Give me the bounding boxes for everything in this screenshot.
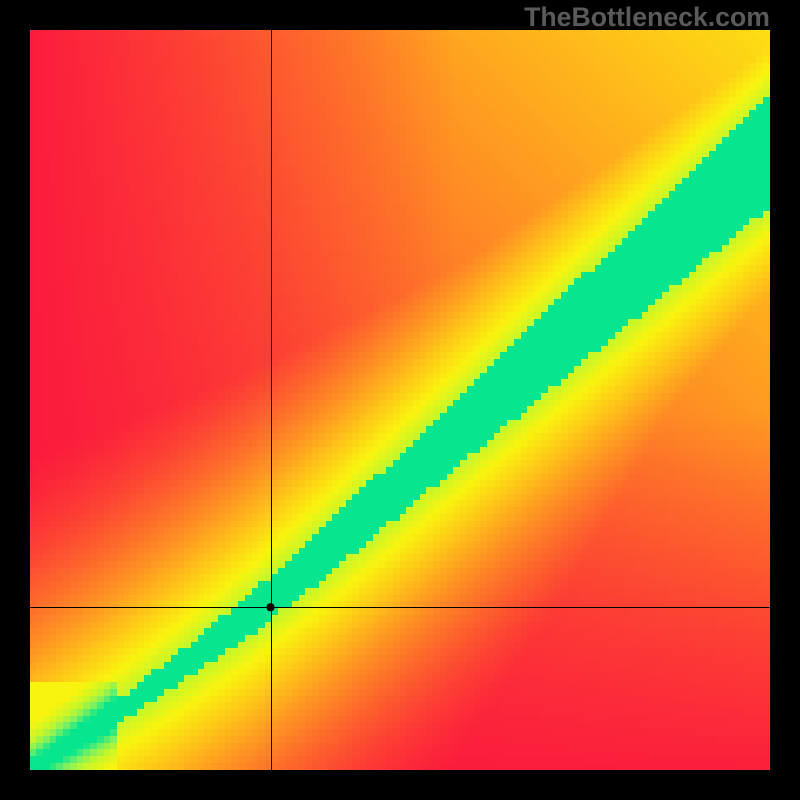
figure-container: TheBottleneck.com	[0, 0, 800, 800]
bottleneck-heatmap	[30, 30, 770, 770]
watermark-text: TheBottleneck.com	[524, 2, 770, 33]
